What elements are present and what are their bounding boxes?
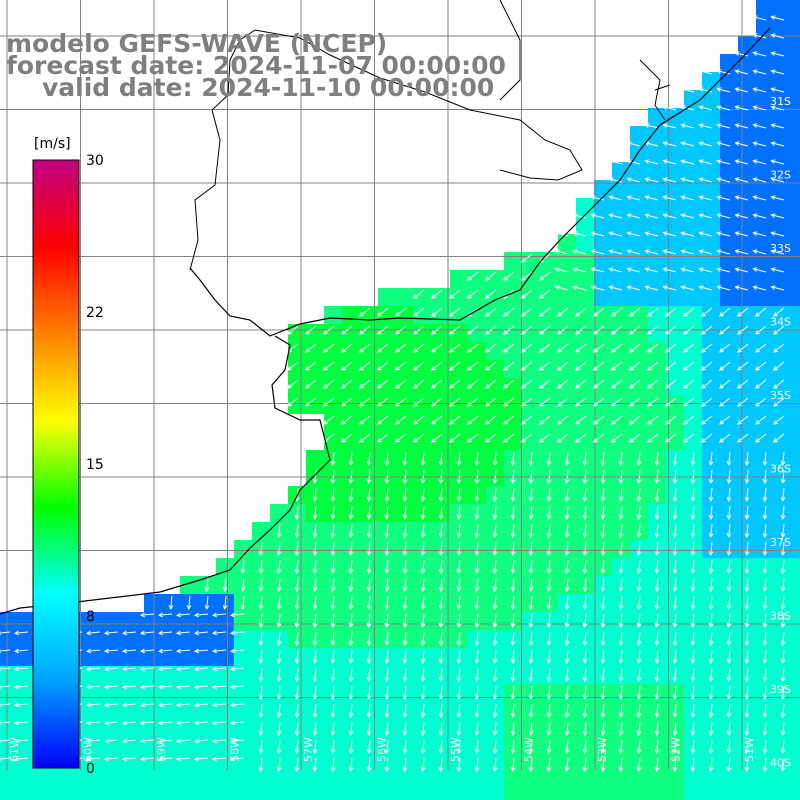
lat-label: 37S — [770, 536, 791, 549]
latitude-labels: 31S 32S 33S 34S 35S 36S 37S 38S 39S 40S — [770, 95, 791, 770]
colorbar-tick-0: 0 — [86, 761, 95, 777]
lon-label: 51W — [743, 737, 756, 762]
lon-label: 54W — [523, 737, 536, 762]
valid-date: valid date: 2024-11-10 00:00:00 — [42, 73, 495, 102]
lat-label: 32S — [770, 169, 791, 182]
lon-label: 57W — [302, 737, 315, 762]
lat-label: 31S — [770, 95, 791, 108]
lat-label: 34S — [770, 316, 791, 329]
forecast-date: forecast date: 2024-11-07 00:00:00 — [6, 51, 506, 80]
lon-label: 53W — [596, 737, 609, 762]
longitude-labels: 61W 60W 59W 58W 57W 56W 55W 54W 53W 52W 51W — [8, 737, 756, 762]
lon-label: 56W — [376, 737, 389, 762]
colorbar-tick-15: 15 — [86, 457, 104, 473]
lat-label: 40S — [770, 757, 791, 770]
colorbar-tick-8: 8 — [86, 609, 95, 625]
lat-lon-grid — [0, 0, 800, 770]
colorbar: [m/s] 30 22 15 8 0 — [32, 136, 104, 777]
lat-label: 38S — [770, 610, 791, 623]
lat-label: 35S — [770, 389, 791, 402]
lon-label: 58W — [229, 737, 242, 762]
lat-label: 36S — [770, 463, 791, 476]
lon-label: 61W — [8, 737, 21, 762]
lon-label: 55W — [449, 737, 462, 762]
colorbar-unit: [m/s] — [34, 136, 71, 152]
colorbar-gradient — [32, 159, 80, 769]
coastline — [0, 0, 771, 615]
lon-label: 52W — [670, 737, 683, 762]
lon-label: 60W — [82, 737, 95, 762]
lat-label: 39S — [770, 683, 791, 696]
colorbar-tick-22: 22 — [86, 305, 104, 321]
colorbar-tick-30: 30 — [86, 153, 104, 169]
model-title: modelo GEFS-WAVE (NCEP) — [6, 29, 388, 58]
lon-label: 59W — [155, 737, 168, 762]
lat-label: 33S — [770, 242, 791, 255]
